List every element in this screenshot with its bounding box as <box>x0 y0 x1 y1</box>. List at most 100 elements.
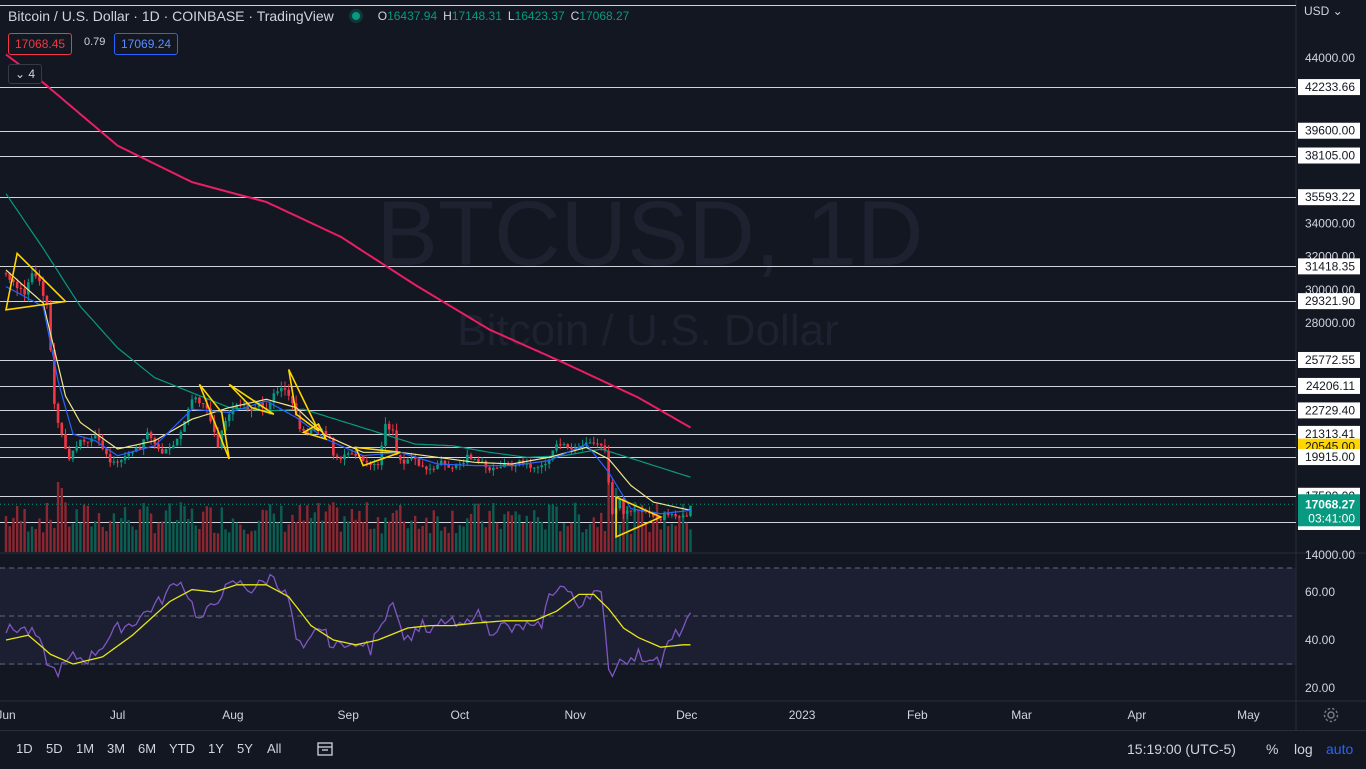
candle-body[interactable] <box>279 388 283 392</box>
candle-body[interactable] <box>514 465 517 467</box>
candle-body[interactable] <box>105 448 108 455</box>
candle-body[interactable] <box>23 288 26 295</box>
candle-body[interactable] <box>547 459 551 464</box>
candle-body[interactable] <box>324 430 328 436</box>
candle-body[interactable] <box>127 453 131 456</box>
candle-body[interactable] <box>86 441 90 443</box>
candle-body[interactable] <box>607 450 610 483</box>
candle-body[interactable] <box>268 402 272 410</box>
candle-body[interactable] <box>19 288 23 290</box>
candle-body[interactable] <box>108 454 112 463</box>
level-price-tag[interactable] <box>1298 147 1360 164</box>
triangle-pattern[interactable] <box>4 251 68 311</box>
candle-body[interactable] <box>361 455 365 461</box>
candle-body[interactable] <box>536 467 540 469</box>
timeframe-6m[interactable]: 6M <box>138 741 157 756</box>
timeframe-5y[interactable]: 5Y <box>237 741 253 756</box>
candle-body[interactable] <box>235 404 238 410</box>
timeframe-all[interactable]: All <box>267 741 282 756</box>
candle-body[interactable] <box>298 415 302 429</box>
candle-body[interactable] <box>413 457 417 460</box>
candle-body[interactable] <box>101 440 105 449</box>
candle-body[interactable] <box>116 461 119 463</box>
candle-body[interactable] <box>566 444 570 448</box>
candle-body[interactable] <box>112 461 116 463</box>
candle-body[interactable] <box>603 445 607 451</box>
candle-body[interactable] <box>53 349 56 404</box>
candle-body[interactable] <box>678 516 681 518</box>
candle-body[interactable] <box>64 434 67 449</box>
candle-body[interactable] <box>622 498 625 514</box>
candle-body[interactable] <box>190 399 194 409</box>
candle-body[interactable] <box>443 460 447 466</box>
candle-body[interactable] <box>659 519 663 521</box>
candle-body[interactable] <box>529 463 532 468</box>
candle-body[interactable] <box>302 428 305 431</box>
candle-body[interactable] <box>71 450 75 460</box>
candle-body[interactable] <box>45 295 49 304</box>
candle-body[interactable] <box>216 432 220 448</box>
level-price-tag[interactable] <box>1298 258 1360 275</box>
candle-body[interactable] <box>205 404 209 409</box>
candle-body[interactable] <box>82 439 86 442</box>
level-price-tag[interactable] <box>1298 79 1360 96</box>
candle-body[interactable] <box>227 414 231 422</box>
candle-body[interactable] <box>27 282 30 295</box>
candle-body[interactable] <box>12 279 15 282</box>
candle-body[interactable] <box>175 438 179 446</box>
level-price-tag[interactable] <box>1298 189 1360 206</box>
candle-body[interactable] <box>120 460 123 463</box>
candle-body[interactable] <box>242 404 246 406</box>
candle-body[interactable] <box>625 510 629 514</box>
candle-body[interactable] <box>30 273 34 283</box>
candle-body[interactable] <box>131 451 134 454</box>
candle-body[interactable] <box>402 459 406 464</box>
rsi-line[interactable] <box>5 573 692 679</box>
triangle-pattern[interactable] <box>287 369 320 432</box>
percent-scale-button[interactable]: % <box>1266 741 1279 757</box>
candle-body[interactable] <box>454 464 458 468</box>
candle-body[interactable] <box>588 442 592 444</box>
candle-body[interactable] <box>372 464 376 466</box>
candle-body[interactable] <box>160 448 164 454</box>
candle-body[interactable] <box>146 432 149 440</box>
timeframe-1m[interactable]: 1M <box>76 741 95 756</box>
sell-price-button[interactable]: 17068.45 <box>8 33 73 55</box>
candle-body[interactable] <box>592 442 596 444</box>
candle-body[interactable] <box>540 465 543 468</box>
candle-body[interactable] <box>134 448 138 452</box>
candle-body[interactable] <box>499 467 503 469</box>
candle-body[interactable] <box>60 422 64 435</box>
candle-body[interactable] <box>291 395 294 404</box>
candle-body[interactable] <box>283 388 287 390</box>
candle-body[interactable] <box>186 408 190 422</box>
candle-body[interactable] <box>395 430 398 456</box>
candle-body[interactable] <box>596 443 599 445</box>
candle-body[interactable] <box>168 448 171 450</box>
candle-body[interactable] <box>138 448 142 450</box>
candle-body[interactable] <box>309 430 313 435</box>
candle-body[interactable] <box>179 431 183 439</box>
level-price-tag[interactable] <box>1298 351 1360 368</box>
triangle-pattern[interactable] <box>354 446 401 467</box>
candle-body[interactable] <box>681 515 685 518</box>
candle-body[interactable] <box>123 455 127 461</box>
candle-body[interactable] <box>670 514 674 516</box>
candle-body[interactable] <box>387 423 391 430</box>
candle-body[interactable] <box>436 464 439 469</box>
candle-body[interactable] <box>4 273 8 275</box>
timeframe-1y[interactable]: 1Y <box>208 741 224 756</box>
candle-body[interactable] <box>380 445 384 466</box>
candle-body[interactable] <box>562 444 566 446</box>
candle-body[interactable] <box>67 448 71 460</box>
log-scale-button[interactable]: log <box>1294 741 1313 757</box>
level-price-tag[interactable] <box>1298 402 1360 419</box>
gear-icon[interactable] <box>1322 706 1340 724</box>
candle-body[interactable] <box>56 403 60 423</box>
candle-body[interactable] <box>506 463 510 465</box>
timeframe-ytd[interactable]: YTD <box>169 741 195 756</box>
candle-body[interactable] <box>335 455 339 457</box>
candle-body[interactable] <box>525 463 529 465</box>
level-price-tag[interactable] <box>1298 449 1360 466</box>
triangle-pattern[interactable] <box>198 383 230 460</box>
